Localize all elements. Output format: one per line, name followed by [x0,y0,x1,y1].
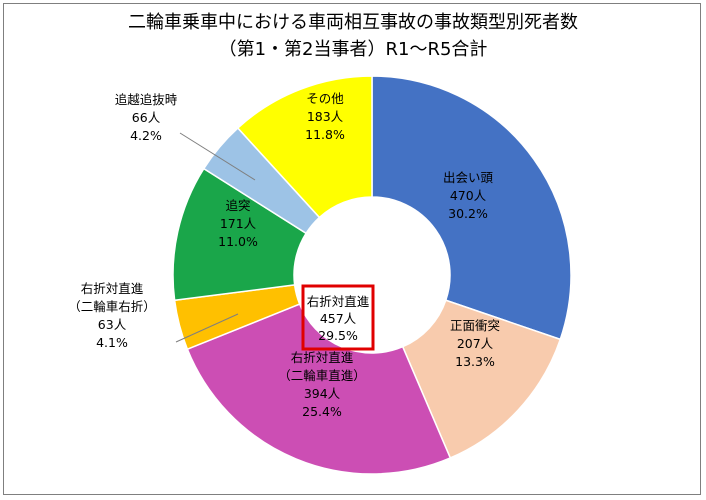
slice-1 [371,75,572,341]
slice-5-label-line-3: 11.0% [218,234,258,249]
slice-4-label-line-3: 63人 [98,317,127,332]
slice-3-label-line-2: （二輪車直進） [278,368,366,383]
slice-5-label-line-1: 追突 [225,198,250,213]
slice-4-label-line-2: （二輪車右折） [68,299,156,314]
slice-1-label-line-1: 出会い頭 [443,170,494,185]
slice-3 [186,303,452,475]
slice-2 [401,299,562,459]
slice-5-label-line-2: 171人 [220,216,257,231]
chart-title-line-1: 二輪車乗車中における車両相互事故の事故類型別死者数 [128,12,578,33]
slice-4-leader-line [175,313,239,343]
slice-6-label-line-1: 追越追抜時 [115,92,178,107]
slice-3-label-line-3: 394人 [304,386,341,401]
center-label-line-3: 29.5% [318,328,358,343]
slice-6-label-line-3: 4.2% [130,128,162,143]
slice-3-label-line-1: 右折対直進 [291,350,354,365]
chart-title-line-2: （第1・第2当事者）R1～R5合計 [219,39,488,60]
center-label-line-1: 右折対直進 [307,294,370,309]
slice-7-label-line-3: 11.8% [305,127,345,142]
slice-7-label-line-1: その他 [306,91,344,106]
slice-4-label-line-4: 4.1% [96,335,128,350]
slice-3-label-line-4: 25.4% [302,404,342,419]
slice-7-label-line-2: 183人 [307,109,344,124]
slice-2-label-line-1: 正面衝突 [450,318,500,333]
slice-2-label-line-3: 13.3% [455,354,495,369]
slice-4-label-line-1: 右折対直進 [81,281,144,296]
slice-6-label-line-2: 66人 [132,110,161,125]
center-label-line-2: 457人 [320,311,357,326]
slice-2-label-line-2: 207人 [457,336,494,351]
slice-6-leader-line [179,132,256,181]
center-label-box [301,284,375,351]
slice-1-label-line-2: 470人 [450,188,487,203]
slice-1-label-line-3: 30.2% [448,206,488,221]
slice-7 [236,75,373,219]
